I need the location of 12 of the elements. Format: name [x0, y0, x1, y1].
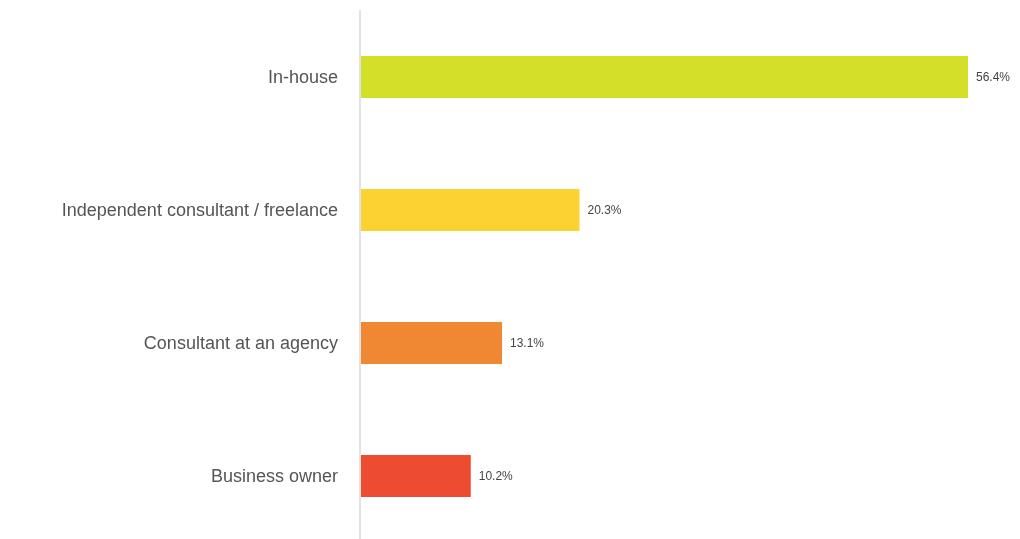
- data-label: 56.4%: [976, 70, 1011, 85]
- data-label: 20.3%: [587, 203, 622, 218]
- bar: [361, 322, 502, 364]
- y-tick-label: In-house: [267, 67, 338, 88]
- y-tick-label: Independent consultant / freelance: [61, 200, 338, 221]
- data-label: 10.2%: [478, 469, 514, 484]
- bar: [361, 56, 968, 98]
- y-tick-label: Consultant at an agency: [143, 333, 338, 354]
- bar: [361, 189, 580, 231]
- data-label: 13.1%: [509, 336, 545, 351]
- y-tick-label: Business owner: [210, 466, 338, 487]
- bar: [361, 455, 471, 497]
